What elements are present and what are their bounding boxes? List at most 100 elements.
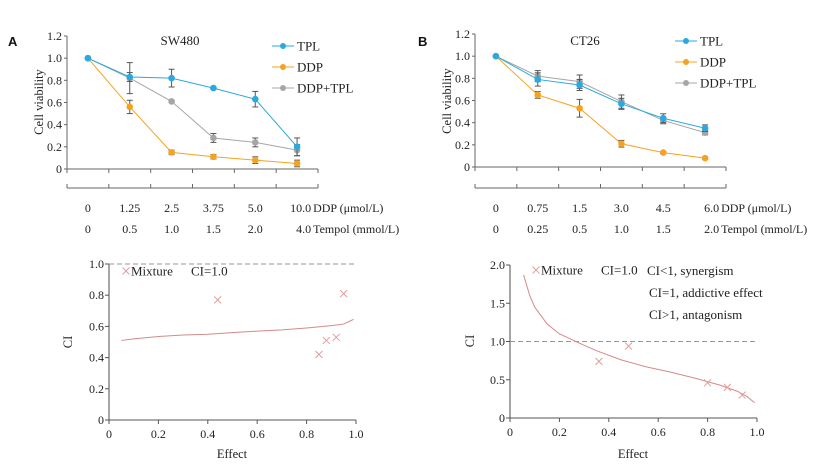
x-mark bbox=[703, 378, 712, 387]
data-point bbox=[701, 124, 709, 132]
dose-value: 1.5 bbox=[572, 201, 587, 215]
data-point bbox=[492, 52, 500, 60]
mixture-point bbox=[315, 350, 323, 359]
dose-value: 3.75 bbox=[203, 201, 224, 215]
dose-value: 0.25 bbox=[527, 222, 548, 236]
mixture-point bbox=[723, 383, 732, 392]
y-axis-label: CI bbox=[61, 336, 75, 349]
x-mark bbox=[322, 336, 331, 345]
data-point bbox=[168, 74, 175, 82]
dose-value: 1.0 bbox=[614, 222, 629, 236]
data-point bbox=[210, 84, 217, 92]
dose-value: 10.0 bbox=[290, 201, 311, 215]
x-tick-label: 1.0 bbox=[750, 425, 765, 439]
chart-title: SW480 bbox=[161, 33, 200, 48]
series-line-tpl bbox=[495, 55, 706, 129]
data-point bbox=[84, 54, 92, 62]
chart-ct26: CT26 Cell viability 0 0.2 0.4 0.6 0.8 1.0 1.2 0… bbox=[440, 27, 807, 236]
y-tick-label: 0.2 bbox=[89, 382, 104, 396]
legend-marker bbox=[280, 43, 286, 49]
x-tick-label: 0 bbox=[507, 425, 513, 439]
dose-value: 0.5 bbox=[572, 222, 587, 236]
y-tick-label: 0.4 bbox=[47, 118, 62, 132]
ci-chart-ct26: CI Effect 0 0.5 1.0 1.5 2.0 0 0.2 0.4 0.6 0.8 1.0 M… bbox=[463, 258, 765, 461]
data-point bbox=[293, 143, 301, 151]
legend-label: DDP bbox=[297, 60, 323, 75]
legend-label: DDP+TPL bbox=[297, 81, 354, 96]
dose-value: 2.5 bbox=[164, 201, 179, 215]
x-tick-label: 0.6 bbox=[651, 425, 666, 439]
data-point bbox=[251, 156, 259, 164]
legend-marker bbox=[280, 64, 286, 70]
y-tick-label: 0 bbox=[464, 160, 470, 174]
annotation: CI>1, antagonism bbox=[649, 307, 742, 322]
data-point bbox=[534, 76, 542, 83]
ci-curve bbox=[121, 318, 354, 341]
x-tick-label: 0 bbox=[106, 427, 112, 441]
y-tick-label: 0.4 bbox=[455, 116, 470, 130]
annotation: CI=1, addictive effect bbox=[649, 285, 763, 300]
dose-value: 1.0 bbox=[164, 222, 179, 236]
y-tick-label: 1.0 bbox=[89, 257, 104, 271]
y-axis-label: CI bbox=[463, 335, 477, 348]
dose-value: 4.5 bbox=[656, 201, 671, 215]
data-point bbox=[293, 160, 301, 167]
data-point bbox=[251, 95, 259, 103]
panel-letter-b: B bbox=[418, 34, 427, 49]
data-point bbox=[659, 114, 667, 122]
y-tick-label: 2.0 bbox=[490, 258, 505, 272]
dose-value: 6.0 bbox=[704, 201, 719, 215]
dose-value: 0 bbox=[493, 201, 499, 215]
ci-curve bbox=[523, 274, 755, 404]
data-point bbox=[576, 104, 583, 112]
dose-row-label: DDP (μmol/L) bbox=[313, 201, 383, 215]
legend-marker bbox=[532, 266, 540, 274]
y-tick-label: 0.6 bbox=[455, 94, 470, 108]
x-tick-label: 0.2 bbox=[552, 425, 567, 439]
y-tick-label: 0.2 bbox=[47, 140, 62, 154]
dose-value: 3.0 bbox=[614, 201, 629, 215]
series-line-ddp bbox=[495, 55, 706, 159]
y-axis-label: Cell viability bbox=[440, 67, 454, 133]
x-tick-label: 0.8 bbox=[299, 427, 314, 441]
dose-row-label: Tempol (mmol/L) bbox=[313, 222, 399, 236]
legend-label-mixture: Mixture bbox=[131, 264, 173, 279]
y-tick-label: 1.2 bbox=[455, 27, 470, 41]
y-tick-label: 0.6 bbox=[47, 96, 62, 110]
legend-marker bbox=[280, 85, 286, 91]
mixture-point bbox=[738, 391, 747, 399]
data-point bbox=[168, 98, 175, 105]
y-tick-label: 1.0 bbox=[47, 51, 62, 65]
x-mark bbox=[738, 391, 747, 399]
x-mark bbox=[339, 289, 348, 298]
data-point bbox=[618, 100, 625, 108]
legend-label-mixture: Mixture bbox=[541, 263, 583, 278]
dose-value: 0.5 bbox=[122, 222, 137, 236]
x-mark bbox=[532, 266, 540, 274]
series-line-ddp-tpl bbox=[87, 57, 298, 151]
data-point bbox=[659, 149, 667, 156]
x-axis-label: Effect bbox=[618, 447, 649, 461]
dose-value: 0 bbox=[85, 222, 91, 236]
dose-value: 1.5 bbox=[206, 222, 221, 236]
y-tick-label: 0.4 bbox=[89, 351, 104, 365]
data-point bbox=[576, 81, 583, 89]
x-mark bbox=[595, 357, 603, 366]
data-point bbox=[210, 153, 217, 161]
y-tick-label: 1.2 bbox=[47, 29, 62, 43]
data-point bbox=[168, 149, 175, 156]
x-axis-label: Effect bbox=[217, 447, 248, 461]
y-tick-label: 0.8 bbox=[89, 288, 104, 302]
series-line-ddp bbox=[87, 57, 298, 164]
data-point bbox=[251, 139, 259, 146]
x-mark bbox=[122, 267, 130, 275]
y-tick-label: 1.5 bbox=[490, 296, 505, 310]
mixture-point bbox=[332, 333, 341, 342]
legend-label: DDP+TPL bbox=[700, 76, 757, 91]
chart-title: CT26 bbox=[570, 33, 600, 48]
legend-label: TPL bbox=[700, 34, 723, 49]
dose-row-label: DDP (μmol/L) bbox=[721, 201, 791, 215]
dose-value: 1.25 bbox=[119, 201, 140, 215]
x-tick-label: 1.0 bbox=[349, 427, 364, 441]
mixture-point bbox=[703, 378, 712, 387]
